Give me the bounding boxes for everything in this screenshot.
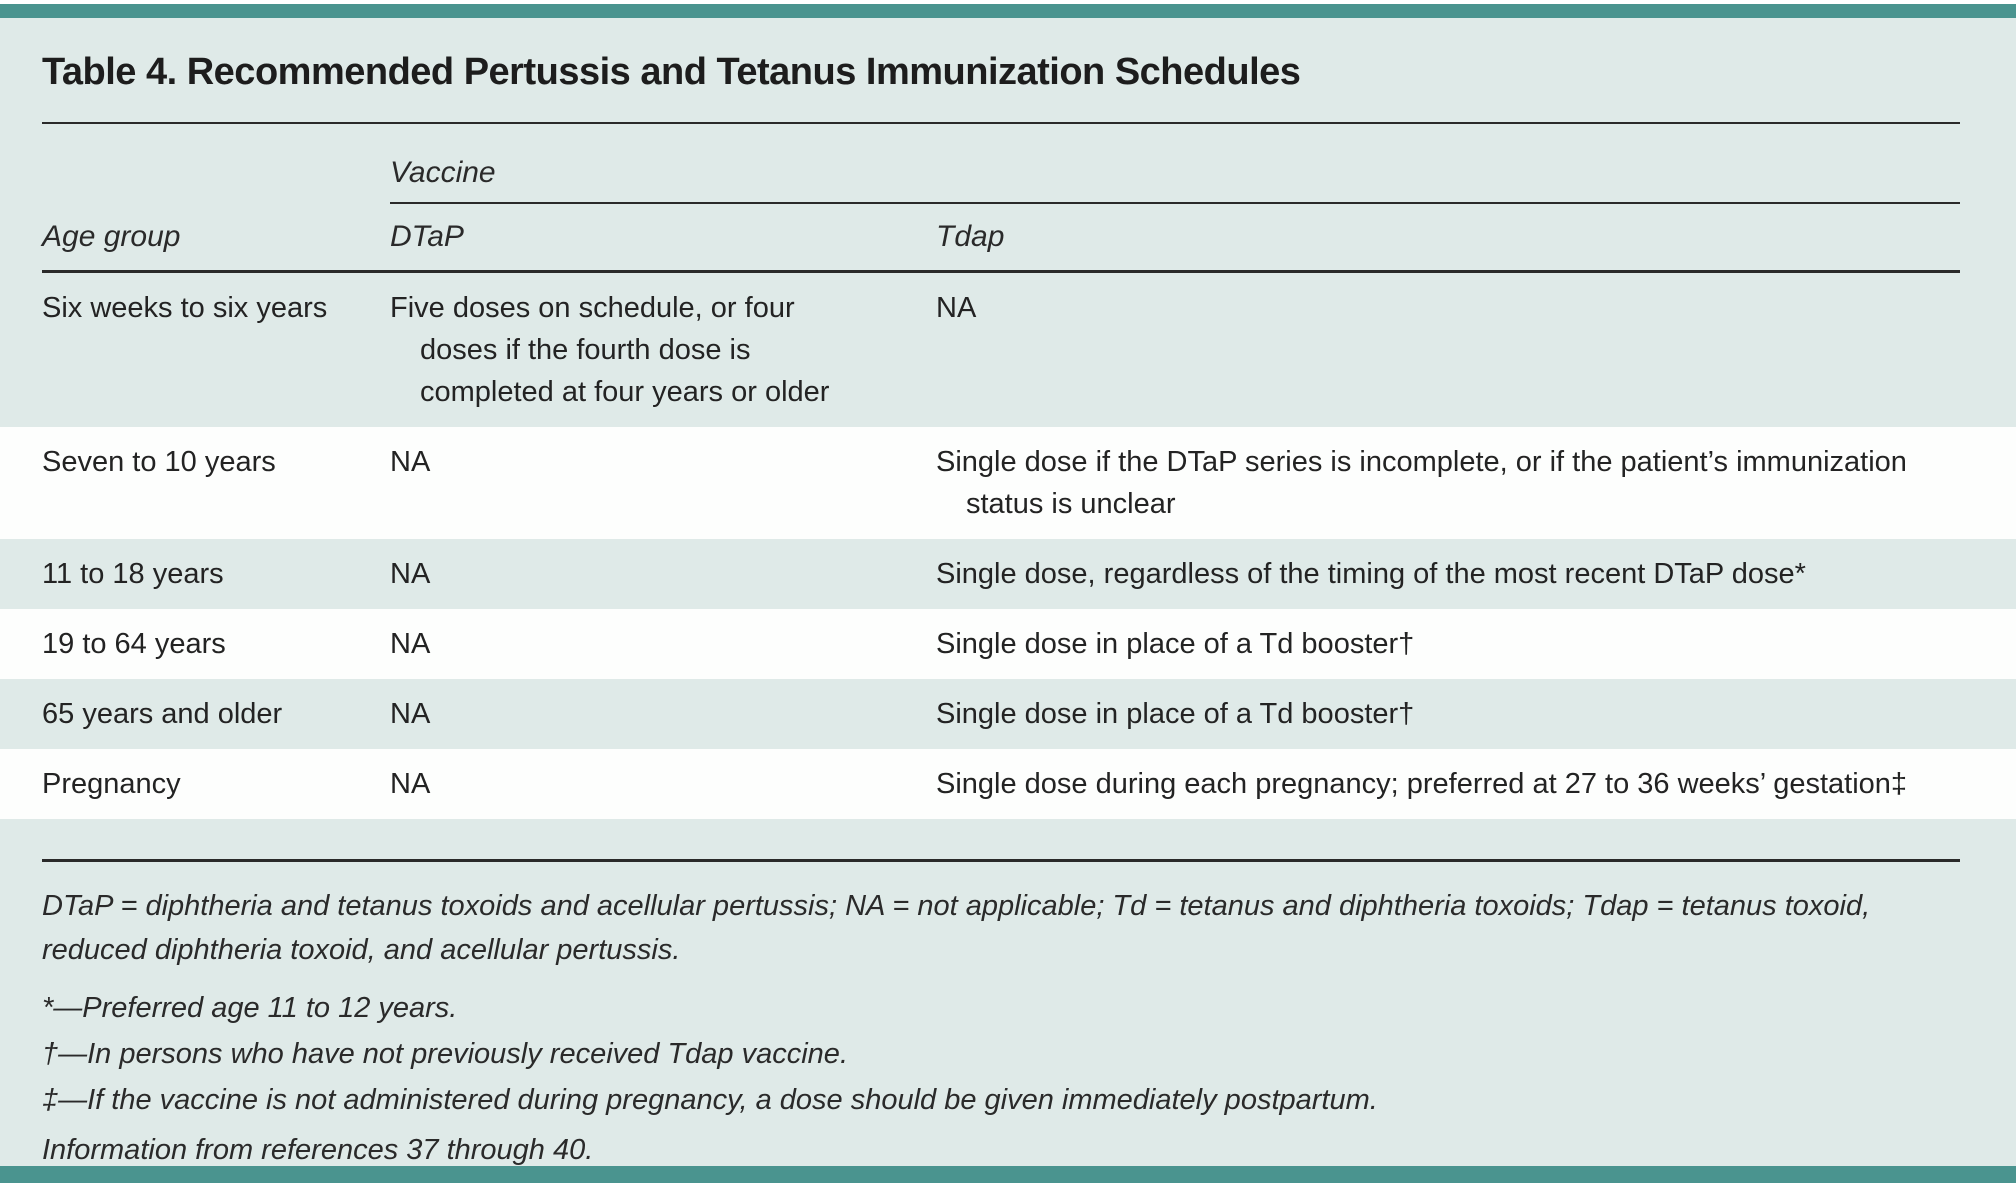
- top-accent-bar: [0, 4, 2016, 18]
- vaccine-group-header: Vaccine: [390, 156, 496, 189]
- column-header-dtap: DTaP: [390, 220, 464, 253]
- table-row: 19 to 64 years NA Single dose in place o…: [0, 609, 2016, 679]
- cell-dtap: NA: [390, 628, 431, 660]
- column-header-row: Age group DTaP Tdap: [42, 204, 1960, 270]
- cell-age-group: Six weeks to six years: [42, 292, 328, 324]
- cell-dtap: NA: [390, 698, 431, 730]
- vaccine-group-header-row: Vaccine: [390, 124, 1960, 204]
- table-row: Seven to 10 years NA Single dose if the …: [0, 427, 2016, 539]
- footnote-source: Information from references 37 through 4…: [42, 1134, 594, 1166]
- bottom-accent-bar: [0, 1166, 2016, 1183]
- footnotes: DTaP = diphtheria and tetanus toxoids an…: [0, 862, 2016, 1172]
- table-body: Six weeks to six years Five doses on sch…: [0, 273, 2016, 819]
- footnote-asterisk: *—Preferred age 11 to 12 years.: [42, 992, 458, 1024]
- footnote-abbreviations: DTaP = diphtheria and tetanus toxoids an…: [42, 890, 1871, 966]
- cell-dtap: Five doses on schedule, or four doses if…: [390, 292, 830, 408]
- cell-tdap: NA: [936, 292, 977, 324]
- table-row: Pregnancy NA Single dose during each pre…: [0, 749, 2016, 819]
- cell-age-group: 11 to 18 years: [42, 558, 224, 590]
- table-row: 65 years and older NA Single dose in pla…: [0, 679, 2016, 749]
- cell-tdap: Single dose in place of a Td booster†: [936, 628, 1415, 660]
- cell-age-group: 19 to 64 years: [42, 628, 226, 660]
- table-title: Table 4. Recommended Pertussis and Tetan…: [42, 51, 1301, 93]
- cell-tdap: Single dose in place of a Td booster†: [936, 698, 1415, 730]
- footnote-double-dagger: ‡—If the vaccine is not administered dur…: [42, 1084, 1378, 1116]
- cell-dtap: NA: [390, 558, 431, 590]
- cell-age-group: 65 years and older: [42, 698, 283, 730]
- cell-tdap: Single dose, regardless of the timing of…: [936, 558, 1806, 590]
- footnote-divider-rule: [42, 859, 1960, 862]
- cell-dtap: NA: [390, 446, 431, 478]
- table-row: 11 to 18 years NA Single dose, regardles…: [0, 539, 2016, 609]
- column-header-tdap: Tdap: [936, 220, 1005, 253]
- table-header: Vaccine Age group DTaP Tdap: [42, 122, 1960, 273]
- column-header-age-group: Age group: [42, 220, 181, 253]
- table-container: Table 4. Recommended Pertussis and Tetan…: [0, 18, 2016, 1166]
- cell-age-group: Pregnancy: [42, 768, 181, 800]
- cell-age-group: Seven to 10 years: [42, 446, 276, 478]
- cell-tdap: Single dose if the DTaP series is incomp…: [936, 446, 1907, 520]
- cell-dtap: NA: [390, 768, 431, 800]
- cell-tdap: Single dose during each pregnancy; prefe…: [936, 768, 1908, 800]
- footnote-dagger: †—In persons who have not previously rec…: [42, 1038, 848, 1070]
- table-row: Six weeks to six years Five doses on sch…: [0, 273, 2016, 427]
